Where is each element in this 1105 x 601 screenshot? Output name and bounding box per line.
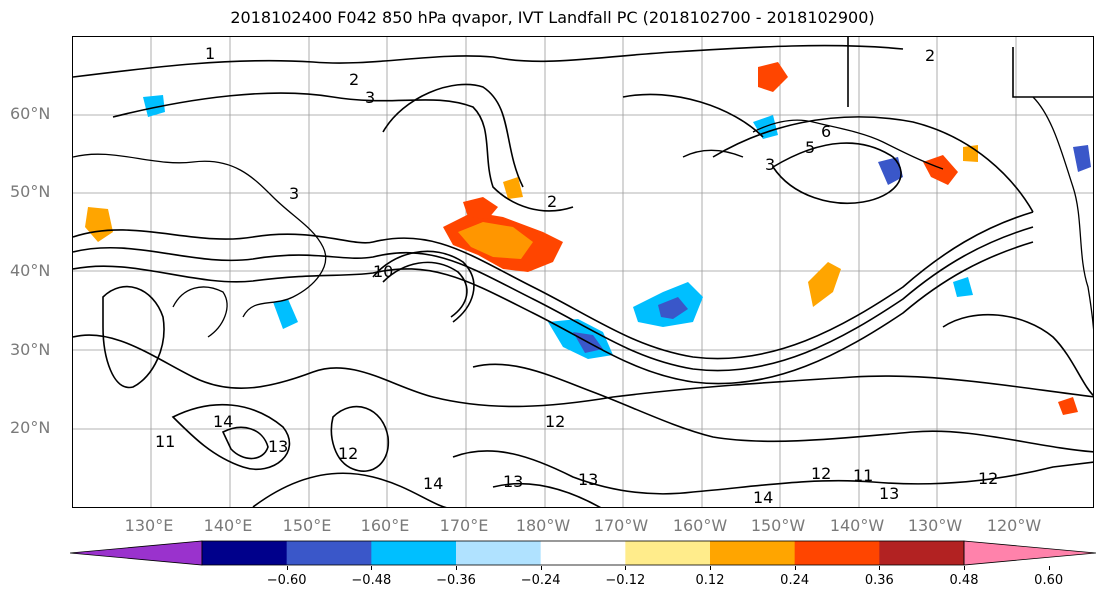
lon-label: 160°W bbox=[672, 516, 728, 535]
contour-label: 11 bbox=[155, 432, 175, 451]
contour-label: 5 bbox=[805, 138, 815, 157]
contour-label: 3 bbox=[365, 88, 375, 107]
contour-label: 14 bbox=[753, 488, 773, 507]
qvapor-anomaly-fill bbox=[85, 62, 1091, 415]
contour-label: 1 bbox=[205, 44, 215, 63]
contour-label: 13 bbox=[503, 472, 523, 491]
lon-label: 120°W bbox=[986, 516, 1042, 535]
anomaly-patch-positive bbox=[808, 262, 841, 307]
colorbar-tick-mark bbox=[371, 566, 373, 570]
lon-label: 170°W bbox=[593, 516, 649, 535]
lon-label: 170°E bbox=[439, 516, 489, 535]
lon-label: 130°W bbox=[907, 516, 963, 535]
colorbar-tick-mark bbox=[794, 566, 796, 570]
colorbar-extend-min bbox=[69, 540, 203, 566]
contour-label: 2 bbox=[547, 192, 557, 211]
colorbar-tick-mark bbox=[964, 566, 965, 570]
colorbar-tick-label: −0.12 bbox=[605, 573, 646, 588]
contour-label: 6 bbox=[821, 122, 831, 141]
lon-label: 160°E bbox=[360, 516, 410, 535]
colorbar-segment bbox=[456, 541, 542, 565]
colorbar-tick-mark bbox=[710, 566, 711, 570]
anomaly-patch-positive bbox=[503, 177, 523, 199]
contour-label: 13 bbox=[578, 470, 598, 489]
colorbar-segment bbox=[540, 541, 626, 565]
colorbar-outline bbox=[201, 540, 965, 566]
anomaly-patch-negative bbox=[878, 157, 903, 185]
lat-label: 50°N bbox=[10, 182, 51, 201]
colorbar-segment bbox=[879, 541, 965, 565]
colorbar-tick-label: −0.48 bbox=[351, 573, 392, 588]
lat-label: 60°N bbox=[10, 104, 51, 123]
colorbar-tick-mark bbox=[286, 566, 288, 570]
ivt-contours bbox=[73, 37, 1093, 507]
colorbar-tick-label: −0.24 bbox=[520, 573, 561, 588]
anomaly-patch-positive bbox=[458, 222, 533, 259]
colorbar-segment bbox=[794, 541, 880, 565]
anomaly-patch-negative bbox=[143, 95, 165, 117]
colorbar-tick-label: 0.24 bbox=[780, 573, 810, 588]
map-panel: 1 2 3 2 3 6 5 3 2 10 12 13 11 12 14 13 1… bbox=[72, 36, 1094, 508]
colorbar-tick-mark bbox=[540, 566, 542, 570]
lon-label: 140°E bbox=[203, 516, 253, 535]
colorbar-svg bbox=[69, 540, 1097, 566]
contour-label: 10 bbox=[373, 262, 393, 281]
contour-label: 12 bbox=[338, 444, 358, 463]
colorbar bbox=[69, 540, 1097, 570]
colorbar-tick-mark bbox=[1048, 566, 1050, 570]
anomaly-patch-positive bbox=[1058, 397, 1078, 415]
lon-label: 150°E bbox=[282, 516, 332, 535]
lat-label: 20°N bbox=[10, 418, 51, 437]
colorbar-tick-mark bbox=[625, 566, 627, 570]
anomaly-patch-positive bbox=[85, 207, 113, 242]
contour-label: 13 bbox=[879, 484, 899, 503]
lon-label: 130°E bbox=[124, 516, 174, 535]
contour-label: 11 bbox=[853, 466, 873, 485]
contour-label: 13 bbox=[268, 437, 288, 456]
contour-label: 12 bbox=[978, 469, 998, 488]
anomaly-patch-negative bbox=[273, 299, 298, 329]
colorbar-extend-max bbox=[963, 540, 1097, 566]
contour-label: 2 bbox=[349, 70, 359, 89]
colorbar-tick-label: 0.36 bbox=[864, 573, 894, 588]
contour-label: 14 bbox=[423, 474, 443, 493]
contour-label: 12 bbox=[811, 464, 831, 483]
lon-label: 140°W bbox=[829, 516, 885, 535]
contour-label: 14 bbox=[213, 412, 233, 431]
coastlines bbox=[73, 96, 1093, 338]
contour-label-group: 1 2 3 2 3 6 5 3 2 10 12 13 11 12 14 13 1… bbox=[155, 44, 998, 507]
contour-label: 3 bbox=[765, 155, 775, 174]
anomaly-patch-positive bbox=[758, 62, 788, 92]
colorbar-tick-label: 0.12 bbox=[695, 573, 725, 588]
anomaly-patch-negative bbox=[1073, 145, 1091, 172]
colorbar-segment bbox=[286, 541, 372, 565]
colorbar-tick-mark bbox=[879, 566, 881, 570]
colorbar-segment bbox=[710, 541, 796, 565]
colorbar-tick-label: −0.36 bbox=[436, 573, 476, 588]
colorbar-segment bbox=[625, 541, 711, 565]
lon-label: 180°W bbox=[515, 516, 571, 535]
anomaly-patch-negative bbox=[658, 297, 688, 319]
colorbar-segment bbox=[202, 541, 288, 565]
anomaly-patch-positive bbox=[463, 197, 498, 219]
contour-label: 12 bbox=[545, 412, 565, 431]
anomaly-patch-negative bbox=[953, 277, 973, 297]
map-canvas: 1 2 3 2 3 6 5 3 2 10 12 13 11 12 14 13 1… bbox=[73, 37, 1093, 507]
lat-label: 40°N bbox=[10, 261, 51, 280]
colorbar-segment bbox=[371, 541, 457, 565]
lat-label: 30°N bbox=[10, 340, 51, 359]
colorbar-tick-label: 0.60 bbox=[1034, 573, 1064, 588]
map-title: 2018102400 F042 850 hPa qvapor, IVT Land… bbox=[230, 8, 875, 27]
colorbar-tick-label: −0.60 bbox=[266, 573, 307, 588]
contour-label: 2 bbox=[925, 46, 935, 65]
contour-label: 3 bbox=[289, 184, 299, 203]
colorbar-tick-mark bbox=[456, 566, 457, 570]
colorbar-tick-label: 0.48 bbox=[949, 573, 979, 588]
lon-label: 150°W bbox=[750, 516, 806, 535]
anomaly-patch-positive bbox=[923, 155, 958, 185]
